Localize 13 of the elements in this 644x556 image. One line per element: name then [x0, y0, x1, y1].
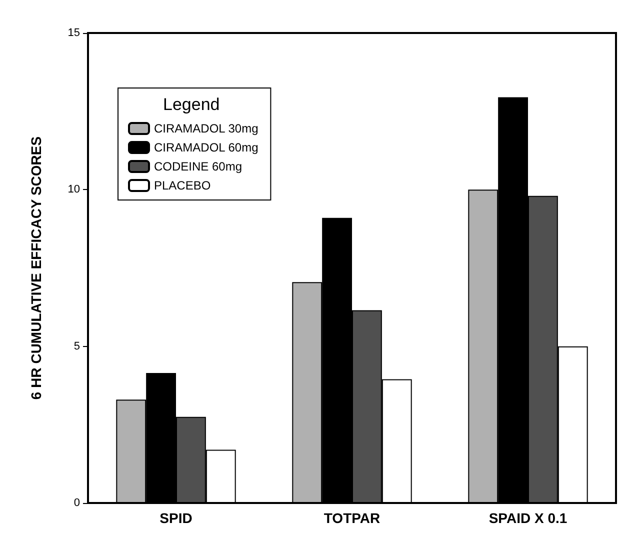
legend-label: CIRAMADOL 30mg — [154, 122, 258, 136]
y-tick-label: 5 — [74, 340, 80, 352]
legend-label: CODEINE 60mg — [154, 160, 242, 174]
legend-title: Legend — [163, 95, 220, 114]
legend-label: CIRAMADOL 60mg — [154, 140, 258, 154]
y-axis-title: 6 HR CUMULATIVE EFFICACY SCORES — [28, 136, 44, 400]
y-tick-label: 10 — [68, 184, 80, 196]
legend-label: PLACEBO — [154, 178, 211, 192]
x-tick-label: SPID — [160, 510, 192, 526]
x-tick-label: TOTPAR — [324, 510, 380, 526]
x-tick-label: SPAID X 0.1 — [488, 510, 568, 526]
y-tick-label: 15 — [68, 27, 80, 39]
y-tick-label: 0 — [74, 497, 80, 509]
